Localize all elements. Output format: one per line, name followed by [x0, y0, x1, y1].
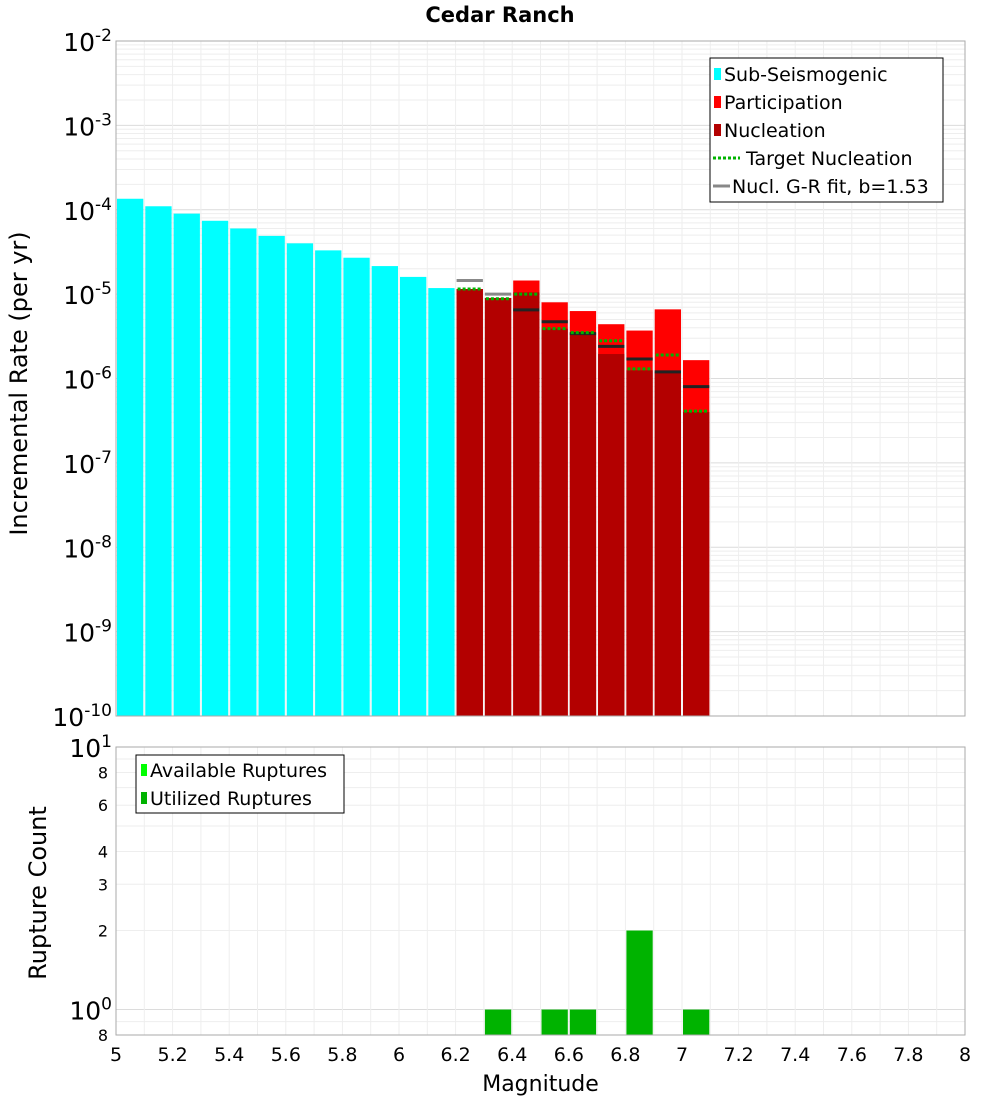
y-tick-label: 10-9 [63, 617, 112, 648]
legend-label: Available Ruptures [150, 760, 327, 782]
x-tick-label: 7.8 [893, 1044, 923, 1066]
legend-label: Sub-Seismogenic [724, 64, 888, 86]
legend-swatch [141, 764, 147, 776]
x-tick-label: 6.6 [554, 1044, 584, 1066]
legend-box [709, 57, 944, 203]
y-tick-label: 8 [98, 1026, 108, 1045]
y-tick-label: 10-6 [63, 364, 112, 395]
y-tick-label: 8 [98, 763, 108, 782]
legend-label: Nucleation [724, 120, 826, 142]
bar-sub-seismogenic [230, 228, 257, 716]
y-tick-label: 100 [69, 995, 112, 1026]
x-tick-label: 6.8 [610, 1044, 640, 1066]
y-tick-label: 3 [98, 875, 108, 894]
bar-sub-seismogenic [315, 250, 342, 717]
x-tick-label: 7.2 [723, 1044, 753, 1066]
bar-nucleation [598, 354, 625, 716]
legend-label: Utilized Ruptures [150, 788, 312, 810]
y-tick-label: 6 [98, 796, 108, 815]
x-tick-label: 6 [393, 1044, 405, 1066]
x-tick-label: 5 [110, 1044, 122, 1066]
x-tick-label: 7 [676, 1044, 688, 1066]
legend-label: Target Nucleation [745, 148, 913, 170]
bar-utilized-ruptures [683, 1009, 710, 1035]
bottom-plot-frame [115, 746, 966, 1036]
bar-sub-seismogenic [371, 266, 398, 716]
y-tick-label: 10-4 [63, 195, 112, 226]
bar-nucleation [569, 332, 597, 716]
bar-utilized-ruptures [569, 1009, 597, 1035]
y-axis-label: Incremental Rate (per yr) [5, 231, 33, 535]
y-axis-label: Rupture Count [24, 806, 52, 980]
legend-label: Nucl. G-R fit, b=1.53 [732, 176, 929, 198]
x-tick-label: 7.6 [837, 1044, 867, 1066]
bar-sub-seismogenic [428, 288, 455, 716]
x-tick-label: 5.2 [157, 1044, 187, 1066]
bar-sub-seismogenic [343, 257, 370, 716]
bar-utilized-ruptures [484, 1009, 512, 1035]
x-tick-label: 6.2 [440, 1044, 470, 1066]
x-tick-label: 6.4 [497, 1044, 527, 1066]
bar-sub-seismogenic [201, 220, 229, 716]
bar-nucleation [626, 370, 653, 716]
bar-nucleation [456, 289, 483, 716]
y-tick-label: 10-3 [63, 110, 112, 141]
x-tick-label: 5.4 [214, 1044, 244, 1066]
bar-sub-seismogenic [258, 235, 285, 716]
legend-swatch [141, 792, 147, 804]
y-tick-label: 10-5 [63, 279, 112, 310]
y-tick-label: 10-7 [63, 448, 112, 479]
legend-swatch [714, 68, 721, 80]
chart-title: Cedar Ranch [425, 3, 575, 27]
bar-nucleation [654, 371, 681, 716]
x-tick-label: 7.4 [780, 1044, 810, 1066]
bar-nucleation [513, 292, 540, 716]
bar-utilized-ruptures [626, 930, 653, 1035]
bar-sub-seismogenic [117, 198, 144, 717]
legend-box [135, 754, 345, 814]
x-tick-label: 5.8 [327, 1044, 357, 1066]
bar-nucleation [541, 328, 568, 716]
bar-nucleation [484, 297, 512, 716]
bar-sub-seismogenic [400, 276, 427, 716]
bar-nucleation [683, 412, 710, 716]
y-tick-label: 10-8 [63, 532, 112, 563]
legend-swatch [714, 96, 721, 108]
y-tick-label: 4 [98, 842, 108, 861]
legend-swatch [714, 124, 721, 136]
x-tick-label: 5.6 [271, 1044, 301, 1066]
bar-sub-seismogenic [286, 243, 314, 717]
legend-label: Participation [724, 92, 843, 114]
bar-utilized-ruptures [541, 1009, 568, 1035]
top-plot-frame [115, 40, 966, 717]
y-tick-label: 10-2 [63, 26, 112, 57]
x-tick-label: 8 [959, 1044, 971, 1066]
bar-sub-seismogenic [173, 213, 200, 717]
y-tick-label: 101 [69, 732, 112, 763]
y-tick-label: 10-10 [52, 701, 112, 732]
x-axis-label: Magnitude [482, 1072, 599, 1097]
y-tick-label: 2 [98, 922, 108, 941]
bar-sub-seismogenic [145, 206, 172, 716]
